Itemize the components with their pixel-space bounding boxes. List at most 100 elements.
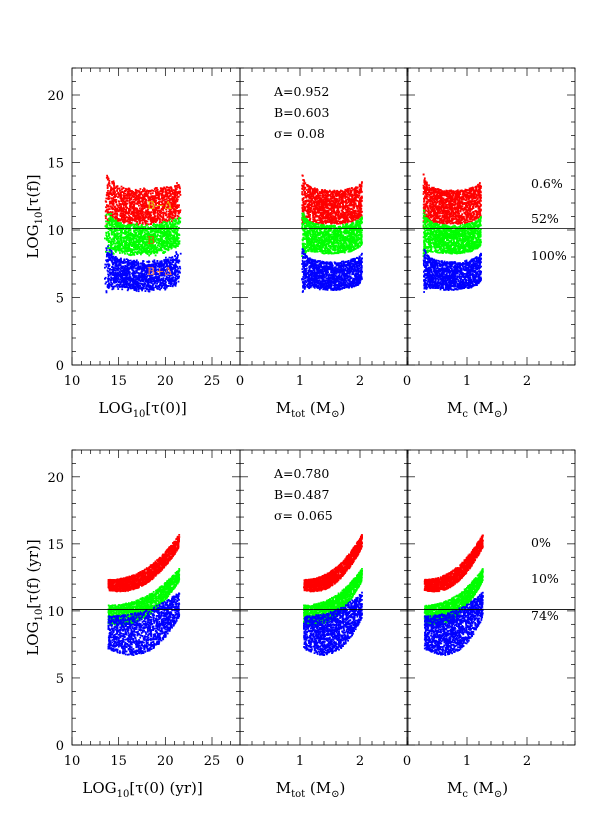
point	[126, 189, 128, 191]
point	[135, 196, 137, 198]
point	[110, 238, 112, 240]
point	[125, 231, 127, 233]
point	[117, 259, 119, 261]
point	[111, 232, 113, 234]
point	[127, 273, 129, 275]
point	[123, 259, 125, 261]
point	[155, 218, 157, 220]
point	[139, 222, 141, 224]
point	[353, 197, 355, 199]
point	[106, 290, 108, 292]
point	[129, 285, 131, 287]
point	[130, 225, 132, 227]
point	[105, 221, 107, 223]
point	[175, 209, 177, 211]
point	[107, 274, 109, 276]
point	[178, 204, 180, 206]
point	[117, 247, 119, 249]
point	[170, 257, 172, 259]
point	[115, 223, 117, 225]
point	[142, 189, 144, 191]
point	[150, 229, 152, 231]
point	[126, 279, 128, 281]
point	[117, 278, 119, 280]
point	[177, 256, 179, 258]
point	[107, 186, 109, 188]
point	[141, 191, 143, 193]
point	[137, 210, 139, 212]
point	[168, 241, 170, 243]
point	[118, 240, 120, 242]
point	[141, 278, 143, 280]
point	[130, 219, 132, 221]
point	[166, 186, 168, 188]
point	[124, 253, 126, 255]
point	[121, 250, 123, 252]
point	[126, 226, 128, 228]
point	[133, 242, 135, 244]
point	[128, 245, 130, 247]
series-B−Δ	[301, 175, 363, 225]
point	[122, 285, 124, 287]
point	[139, 285, 141, 287]
point	[131, 222, 133, 224]
point	[135, 234, 137, 236]
point	[160, 262, 162, 264]
point	[166, 232, 168, 234]
point	[175, 285, 177, 287]
point	[112, 221, 114, 223]
point	[113, 243, 115, 245]
point	[111, 260, 113, 262]
point	[175, 275, 177, 277]
point	[144, 218, 146, 220]
point	[163, 230, 165, 232]
point	[133, 237, 135, 239]
point	[151, 282, 153, 284]
point	[179, 266, 181, 268]
point	[170, 248, 172, 250]
point	[140, 212, 142, 214]
point	[104, 264, 106, 266]
point	[120, 192, 122, 194]
point	[131, 192, 133, 194]
panel-1-2: 0 1 2Mtot (M⊙)	[236, 68, 408, 420]
point	[159, 249, 161, 251]
point	[142, 231, 144, 233]
point	[139, 287, 141, 289]
x-tick-label: 15	[110, 374, 127, 389]
point	[135, 280, 137, 282]
point	[179, 268, 181, 270]
point	[137, 281, 139, 283]
point	[173, 220, 175, 222]
point	[126, 249, 128, 251]
point	[144, 238, 146, 240]
point	[160, 225, 162, 227]
point	[140, 267, 142, 269]
point	[133, 272, 135, 274]
point	[162, 232, 164, 234]
point	[135, 284, 137, 286]
point	[137, 241, 139, 243]
point	[130, 280, 132, 282]
point	[115, 237, 117, 239]
point	[302, 198, 304, 200]
point	[106, 249, 108, 251]
point	[160, 236, 162, 238]
point	[114, 200, 116, 202]
point	[175, 251, 177, 253]
point	[110, 197, 112, 199]
point	[117, 288, 119, 290]
point	[168, 262, 170, 264]
point	[125, 210, 127, 212]
point	[155, 255, 157, 257]
point	[127, 195, 129, 197]
point	[133, 254, 135, 256]
point	[127, 289, 129, 291]
point	[117, 239, 119, 241]
point	[114, 206, 116, 208]
point	[152, 195, 154, 197]
point	[165, 219, 167, 221]
point	[175, 260, 177, 262]
point	[121, 216, 123, 218]
point	[108, 278, 110, 280]
